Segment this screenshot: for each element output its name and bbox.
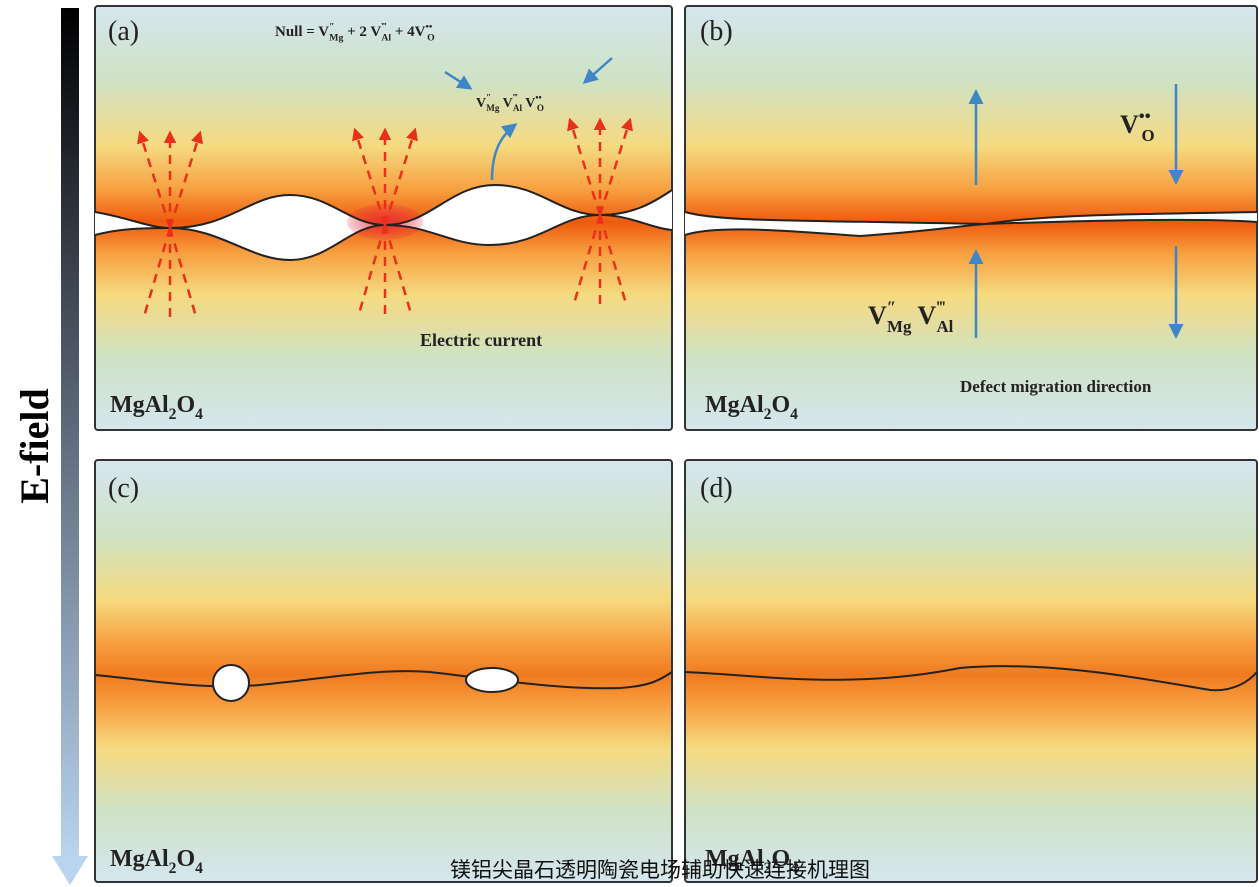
panel-label: (c) [108,473,139,504]
text-part: ‴ [936,297,945,316]
text-part: 2 [169,406,177,423]
text-part: 4 [195,860,203,877]
text-part: O [1142,126,1155,145]
text-part: Mg [329,33,343,44]
text-part: ‴ [381,21,386,32]
text-part: Electric current [420,330,542,350]
text-part: V [868,301,887,330]
text-part: 2 [764,406,772,423]
text-part: •• [535,93,541,103]
text-part: O [771,392,790,418]
text-part: MgAl [705,392,764,418]
text-part: O [176,846,195,872]
text-part: MgAl [110,392,169,418]
text-part: •• [425,21,432,32]
text-part: Defect migration direction [960,377,1152,396]
text-part: O [427,33,435,44]
text-part: •• [1139,106,1151,125]
label: Defect migration direction [960,377,1152,396]
text-part: Mg [486,103,500,113]
text-part: ‴ [513,93,518,103]
text-part: O [176,392,195,418]
text-part: 2 [169,860,177,877]
panel [685,460,1257,882]
pore [466,668,518,692]
text-part: V [476,96,486,111]
text-part: + 2 V [343,24,381,40]
pore [213,665,249,701]
label: Electric current [420,330,542,350]
text-part: + 4V [391,24,426,40]
page: {"efield_label": "E-field", "caption": "… [0,0,1259,887]
panel-label: (d) [700,473,733,504]
efield-arrow-shaft [61,8,79,858]
efield-arrow-head [52,856,88,885]
text-part: Mg [887,317,912,336]
text-part: V [1120,110,1139,139]
panel-label: (b) [700,16,733,47]
text-part: ″ [329,21,334,32]
caption: 镁铝尖晶石透明陶瓷电场辅助快速连接机理图 [450,858,870,882]
text-part: 4 [195,406,203,423]
text-part: V [522,96,535,111]
text-part: Null = V [275,24,329,40]
text-part: V [911,301,936,330]
panel-label: (a) [108,16,139,47]
text-part: MgAl [110,846,169,872]
text-part: O [537,103,544,113]
text-part: 4 [790,406,798,423]
text-part: Al [381,33,391,44]
text-part: ″ [887,297,896,316]
efield-label: E-field [12,388,57,504]
text-part: V [499,96,512,111]
text-part: Al [936,317,953,336]
figure: E-field (a)MgAl2O4Null = V″Mg + 2 V‴Al +… [0,0,1259,887]
label: V″Mg V‴Al V••O [476,93,544,114]
text-part: ″ [486,93,491,103]
